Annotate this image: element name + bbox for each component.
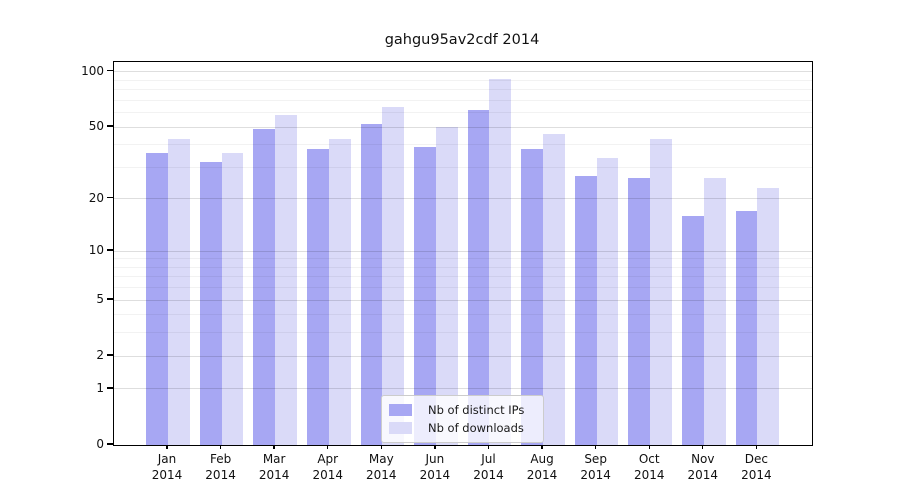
gridline-major-100: [114, 71, 812, 73]
x-tick-mark-feb: [219, 445, 222, 450]
bar-distinct-ips-apr: [306, 148, 329, 445]
y-tick-mark-20: [107, 197, 113, 199]
legend: Nb of distinct IPs Nb of downloads: [381, 395, 544, 443]
y-tick-mark-10: [107, 249, 113, 251]
bar-distinct-ips-dec: [735, 211, 758, 445]
bar-downloads-mar: [275, 115, 297, 445]
bar-downloads-apr: [328, 139, 351, 445]
plot-area: Nb of distinct IPs Nb of downloads: [113, 61, 813, 446]
x-tick-mark-aug: [541, 445, 543, 450]
y-tick-label-5: 5: [96, 292, 104, 307]
y-tick-mark-100: [107, 70, 113, 72]
x-tick-label-jan: Jan 2014: [151, 452, 183, 482]
bar-distinct-ips-mar: [253, 128, 276, 445]
legend-entry-downloads: Nb of downloads: [388, 419, 537, 437]
gridline-minor-4: [114, 314, 812, 316]
y-tick-mark-50: [107, 125, 113, 127]
bar-downloads-jan: [168, 139, 190, 445]
chart-title: gahgu95av2cdf 2014: [384, 32, 540, 48]
bar-downloads-jul: [489, 79, 512, 445]
bar-distinct-ips-sep: [574, 175, 597, 445]
gridline-major-10: [114, 250, 812, 252]
gridlines-layer: [114, 62, 812, 445]
x-tick-mark-dec: [755, 445, 758, 450]
gridline-minor-70: [114, 99, 812, 101]
bar-downloads-feb: [221, 153, 244, 445]
bars-layer: [114, 62, 812, 445]
y-tick-label-2: 2: [96, 348, 104, 363]
bar-downloads-may: [382, 107, 405, 445]
y-tick-label-100: 100: [81, 63, 104, 78]
y-tick-mark-1: [107, 387, 113, 389]
y-tick-label-1: 1: [96, 380, 104, 395]
gridline-minor-3: [114, 332, 812, 334]
x-tick-label-oct: Oct 2014: [633, 452, 665, 482]
legend-label-downloads: Nb of downloads: [428, 421, 524, 435]
x-tick-mark-may: [380, 445, 382, 450]
gridline-minor-8: [114, 266, 812, 268]
legend-swatch-downloads: [389, 422, 412, 434]
gridline-minor-7: [114, 276, 812, 278]
bar-downloads-oct: [650, 139, 673, 445]
bar-distinct-ips-jan: [146, 153, 168, 445]
x-tick-label-apr: Apr 2014: [312, 452, 343, 482]
x-tick-label-mar: Mar 2014: [258, 452, 290, 482]
x-tick-label-jun: Jun 2014: [419, 452, 451, 482]
y-tick-label-50: 50: [88, 119, 104, 134]
gridline-major-20: [114, 198, 812, 200]
bar-distinct-ips-may: [360, 123, 383, 445]
x-tick-label-aug: Aug 2014: [526, 452, 558, 482]
bar-downloads-aug: [543, 133, 565, 445]
x-tick-label-may: May 2014: [366, 452, 397, 482]
x-tick-label-jul: Jul 2014: [473, 452, 504, 482]
x-tick-mark-jul: [487, 445, 490, 450]
bar-distinct-ips-jun: [414, 146, 436, 445]
x-tick-mark-mar: [273, 445, 275, 450]
bar-distinct-ips-jul: [467, 109, 490, 445]
bar-distinct-ips-oct: [628, 178, 651, 445]
bar-distinct-ips-aug: [521, 148, 544, 445]
gridline-minor-80: [114, 89, 812, 91]
y-tick-mark-2: [107, 354, 113, 356]
gridline-major-1: [114, 388, 812, 390]
gridline-minor-60: [114, 112, 812, 114]
x-tick-mark-nov: [702, 445, 704, 450]
bar-downloads-sep: [596, 157, 619, 445]
x-tick-label-nov: Nov 2014: [687, 452, 719, 482]
y-tick-label-20: 20: [88, 190, 104, 205]
gridline-major-50: [114, 126, 812, 128]
bar-downloads-dec: [757, 188, 780, 445]
gridline-minor-40: [114, 144, 812, 146]
gridline-minor-90: [114, 79, 812, 81]
legend-label-distinct-ips: Nb of distinct IPs: [428, 403, 525, 417]
gridline-major-5: [114, 299, 812, 301]
y-tick-mark-5: [107, 298, 113, 300]
gridline-minor-9: [114, 258, 812, 260]
x-tick-mark-jun: [434, 445, 436, 450]
x-tick-mark-sep: [594, 445, 597, 450]
x-tick-label-feb: Feb 2014: [205, 452, 236, 482]
gridline-minor-6: [114, 287, 812, 289]
legend-entry-distinct-ips: Nb of distinct IPs: [388, 401, 537, 419]
y-tick-label-10: 10: [88, 243, 104, 258]
bar-downloads-nov: [703, 178, 726, 445]
gridline-major-2: [114, 355, 812, 357]
y-tick-mark-0: [107, 443, 113, 445]
x-tick-label-dec: Dec 2014: [741, 452, 772, 482]
x-tick-mark-apr: [327, 445, 329, 450]
legend-swatch-distinct-ips: [389, 404, 412, 416]
bar-distinct-ips-nov: [682, 215, 704, 445]
x-tick-mark-oct: [648, 445, 650, 450]
x-tick-label-sep: Sep 2014: [580, 452, 611, 482]
y-tick-label-0: 0: [96, 437, 104, 451]
bar-distinct-ips-feb: [199, 162, 222, 445]
bar-downloads-jun: [435, 127, 458, 445]
x-tick-mark-jan: [166, 445, 168, 450]
gridline-minor-30: [114, 166, 812, 168]
